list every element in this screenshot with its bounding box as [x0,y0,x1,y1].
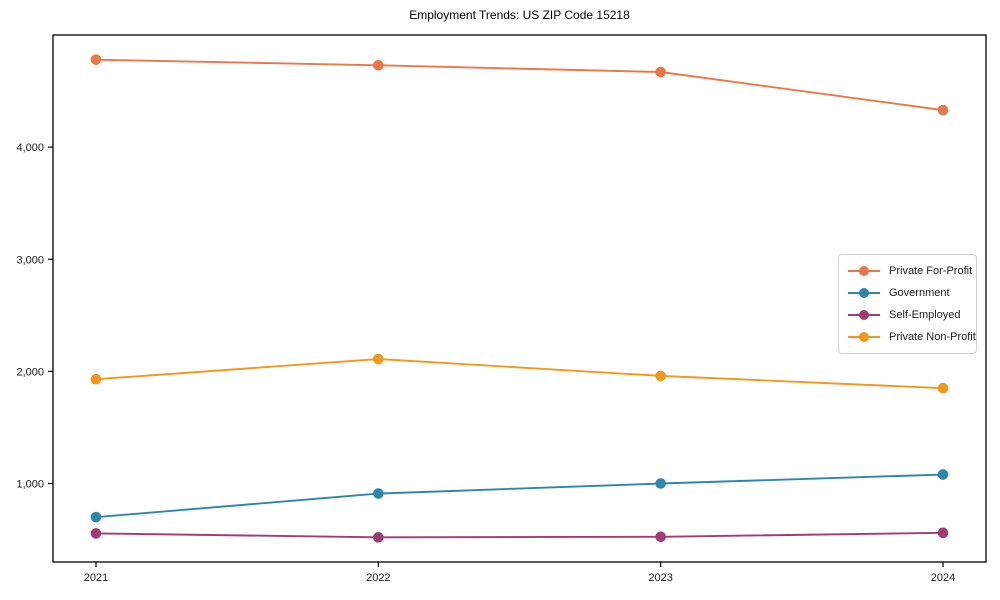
legend-label: Self-Employed [889,309,961,321]
data-point-self-employed-2021 [90,528,102,539]
legend-marker-government [848,288,880,298]
series-line-government [95,473,944,519]
data-point-private-non-profit-2021 [90,373,102,385]
data-point-government-2022 [373,488,384,499]
legend-label: Government [889,287,950,299]
series-line-private-for-profit [95,58,944,112]
legend-item-self-employed: Self-Employed [847,304,970,326]
series-line-self-employed [95,531,944,539]
legend-marker-self-employed [848,310,880,320]
legend-marker-private-for-profit [848,266,880,276]
data-point-private-for-profit-2021 [90,54,102,65]
x-tick-label: 2021 [84,572,108,584]
data-point-self-employed-2022 [373,532,384,543]
legend-marker-private-non-profit [848,332,880,342]
data-point-government-2023 [655,478,666,489]
x-tick-label: 2024 [931,572,955,584]
data-point-government-2024 [937,469,949,480]
y-tick-label: 1,000 [16,479,44,491]
legend-label: Private Non-Profit [889,331,976,343]
series-line-private-non-profit [95,358,944,390]
data-point-private-for-profit-2023 [655,66,666,78]
plot-area-border [52,34,987,563]
data-point-private-non-profit-2024 [937,382,949,394]
data-point-private-for-profit-2024 [937,104,949,116]
legend-item-government: Government [847,282,970,304]
legend-item-private-for-profit: Private For-Profit [847,260,973,282]
data-point-private-non-profit-2023 [655,370,666,382]
data-point-private-non-profit-2022 [373,353,384,365]
legend-item-private-non-profit: Private Non-Profit [847,326,976,348]
x-tick-label: 2022 [366,572,390,584]
data-point-self-employed-2023 [655,531,666,543]
y-tick-label: 3,000 [16,254,44,266]
x-tick-label: 2023 [648,572,672,584]
y-tick-label: 4,000 [16,142,44,154]
data-point-government-2021 [90,511,102,523]
y-tick-label: 2,000 [16,366,44,378]
legend-label: Private For-Profit [889,265,973,277]
data-point-self-employed-2024 [937,527,949,539]
data-point-private-for-profit-2022 [373,59,384,71]
legend: Private For-Profit Government Self-Employe… [838,254,977,354]
chart-title: Employment Trends: US ZIP Code 15218 [409,8,630,22]
